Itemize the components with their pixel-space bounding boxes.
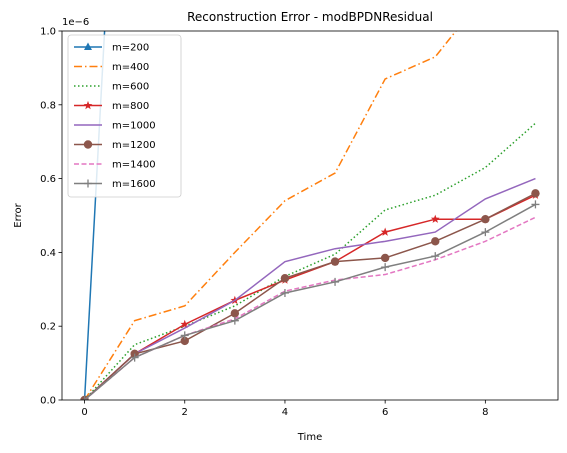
data-point xyxy=(180,319,190,329)
legend-label: m=1600 xyxy=(112,179,156,190)
series-line xyxy=(84,216,536,400)
legend-item-m=600: m=600 xyxy=(74,82,149,93)
legend-label: m=400 xyxy=(112,62,149,73)
series-m=600 xyxy=(83,122,536,400)
data-point xyxy=(531,189,540,198)
legend-label: m=200 xyxy=(112,43,149,54)
legend-label: m=1400 xyxy=(112,160,156,171)
legend-item-m=800: m=800 xyxy=(74,100,149,112)
data-point xyxy=(380,227,390,236)
y-axis: 0.0 0.2 0.4 0.6 0.8 1.0 xyxy=(40,27,62,407)
data-point xyxy=(431,252,440,261)
y-tick-label: 0.0 xyxy=(40,396,56,407)
series-line xyxy=(83,122,536,400)
x-tick-label: 8 xyxy=(482,407,488,418)
data-point xyxy=(180,336,189,346)
legend-box xyxy=(67,34,182,198)
x-tick-label: 0 xyxy=(81,407,87,418)
series-m=1400 xyxy=(84,216,536,400)
series-layer xyxy=(80,31,540,400)
data-point xyxy=(230,309,240,318)
legend-label: m=600 xyxy=(112,82,149,93)
series-line xyxy=(84,203,536,400)
chart-title: Reconstruction Error - modBPDNResidual xyxy=(187,10,433,24)
y-offset-text: 1e−6 xyxy=(62,17,89,28)
x-axis: 0 2 4 6 8 xyxy=(81,400,489,418)
legend-item-m=400: m=400 xyxy=(74,62,149,73)
series-line xyxy=(84,194,536,400)
legend-item-m=200: m=200 xyxy=(74,42,149,54)
y-tick-label: 0.2 xyxy=(40,322,56,333)
legend-marker xyxy=(83,140,93,149)
y-tick-label: 1.0 xyxy=(40,27,56,38)
legend-marker xyxy=(84,179,92,188)
series-m=1600 xyxy=(80,200,540,400)
legend-label: m=800 xyxy=(112,101,149,112)
data-point xyxy=(381,263,390,272)
data-point xyxy=(481,228,490,237)
data-point xyxy=(180,331,189,340)
legend: m=200 m=400 m=600 m=800 m=1000 m=1200 m=1400 m=… xyxy=(67,34,182,198)
data-point xyxy=(230,316,239,325)
series-line xyxy=(83,31,457,400)
series-m=800 xyxy=(80,190,540,400)
x-axis-label: Time xyxy=(297,432,322,443)
data-point xyxy=(531,200,540,209)
data-point xyxy=(280,274,290,283)
legend-marker xyxy=(83,100,93,110)
series-line xyxy=(84,177,536,400)
legend-label: m=1000 xyxy=(112,121,156,132)
legend-item-m=1200: m=1200 xyxy=(74,140,156,151)
data-point xyxy=(430,214,440,223)
data-point xyxy=(80,396,89,400)
legend-item-m=1600: m=1600 xyxy=(74,179,156,190)
y-tick-label: 0.6 xyxy=(40,174,56,185)
legend-marker xyxy=(84,42,92,50)
data-point xyxy=(431,237,440,246)
x-tick-label: 6 xyxy=(382,407,388,418)
data-point xyxy=(280,288,289,297)
series-m=1200 xyxy=(80,189,540,400)
data-point xyxy=(481,214,490,224)
data-point xyxy=(331,277,340,286)
y-axis-label: Error xyxy=(13,202,24,227)
legend-label: m=1200 xyxy=(112,140,156,151)
legend-item-m=1400: m=1400 xyxy=(74,160,156,171)
y-tick-label: 0.4 xyxy=(40,248,56,259)
data-point xyxy=(380,253,390,263)
y-tick-label: 0.8 xyxy=(40,100,56,111)
plot-frame xyxy=(61,30,559,401)
x-tick-label: 4 xyxy=(282,407,288,418)
x-tick-label: 2 xyxy=(182,407,188,418)
series-m=1000 xyxy=(84,177,536,400)
legend-item-m=1000: m=1000 xyxy=(74,121,156,132)
data-point xyxy=(130,353,139,362)
data-point xyxy=(330,257,340,266)
series-line xyxy=(84,192,536,400)
series-m=400 xyxy=(83,31,457,400)
